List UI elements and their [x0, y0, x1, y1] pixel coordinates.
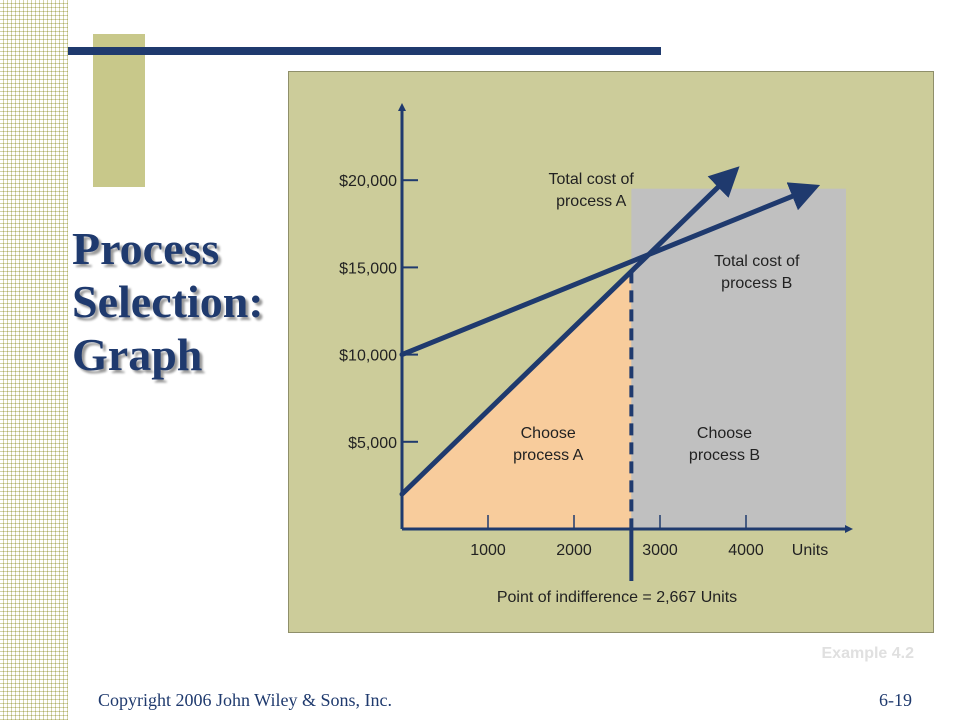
x-tick-label: 2000 [556, 542, 592, 559]
label-choose-a: process A [513, 447, 584, 464]
title-line-3: Graph [72, 329, 203, 380]
label-total-cost-b: Total cost of [714, 253, 800, 270]
process-selection-chart: $5,000 $10,000 $15,000 $20,000 1000 2000 3000 4… [339, 103, 853, 606]
x-tick-label: 3000 [642, 542, 678, 559]
decorative-block [93, 34, 145, 187]
title-line-1: Process [72, 223, 220, 274]
label-total-cost-b: process B [721, 275, 792, 292]
region-choose-a [402, 271, 632, 529]
example-label: Example 4.2 [821, 645, 915, 662]
slide-number: 6-19 [879, 690, 912, 710]
x-axis-title: Units [792, 542, 828, 559]
label-indifference: Point of indifference = 2,667 Units [497, 589, 737, 606]
y-tick-label: $15,000 [339, 260, 397, 277]
label-choose-b: Choose [697, 425, 752, 442]
y-tick-label: $20,000 [339, 173, 397, 190]
label-total-cost-a: Total cost of [549, 171, 635, 188]
chart-panel: $5,000 $10,000 $15,000 $20,000 1000 2000 3000 4… [288, 71, 934, 633]
copyright-text: Copyright 2006 John Wiley & Sons, Inc. [98, 690, 392, 710]
title-line-2: Selection: [72, 276, 264, 327]
total-cost-a-line [399, 166, 740, 497]
label-choose-b: process B [689, 447, 760, 464]
decorative-stripes [0, 0, 68, 720]
slide-title: Process Selection: Graph [72, 222, 292, 381]
y-tick-label: $5,000 [348, 435, 397, 452]
decorative-bar [68, 47, 661, 55]
label-total-cost-a: process A [556, 193, 627, 210]
x-tick-label: 4000 [728, 542, 764, 559]
y-tick-label: $10,000 [339, 348, 397, 365]
label-choose-a: Choose [521, 425, 576, 442]
x-tick-label: 1000 [470, 542, 506, 559]
total-cost-b-line [399, 182, 821, 358]
